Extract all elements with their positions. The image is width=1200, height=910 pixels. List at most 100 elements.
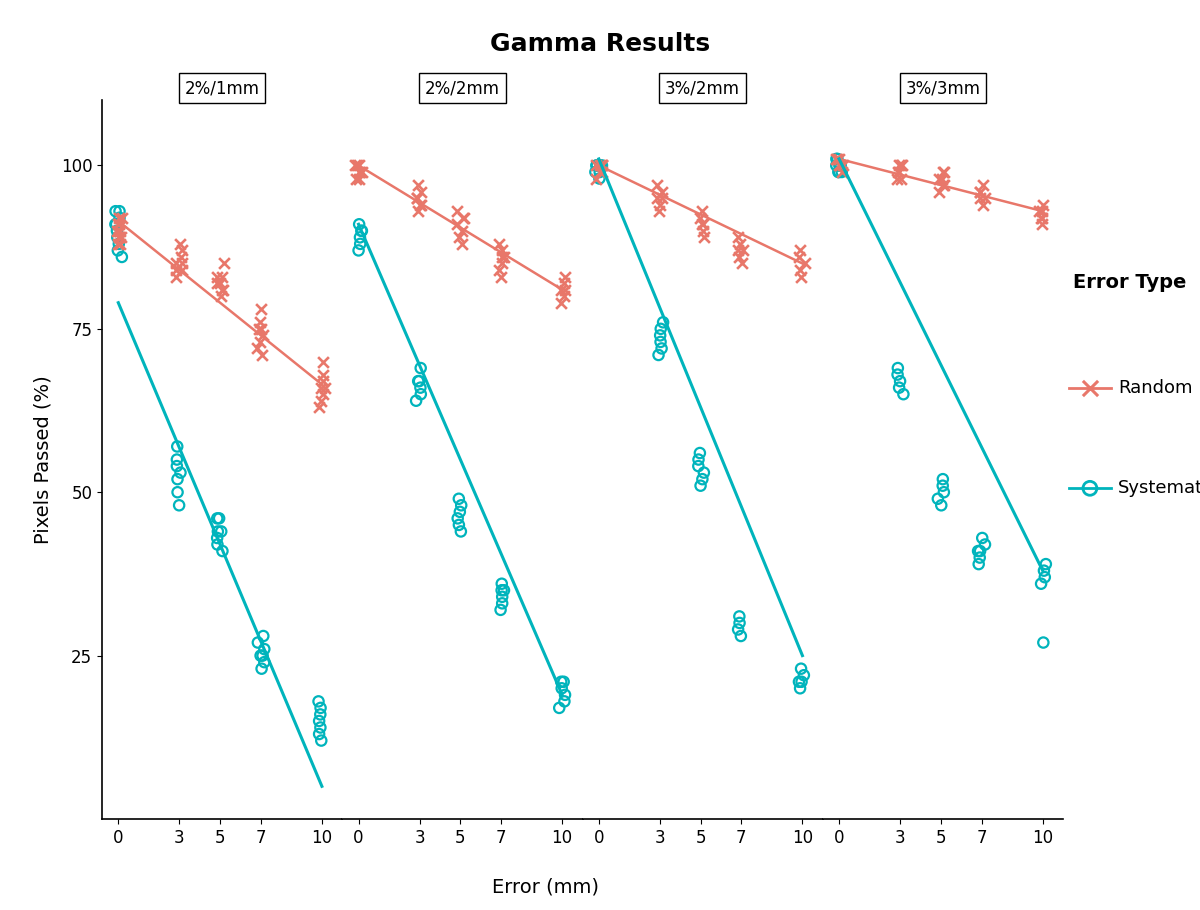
Point — [794, 668, 814, 682]
Point — [892, 171, 911, 186]
Point — [491, 269, 510, 284]
Point — [887, 171, 906, 186]
Point — [589, 171, 608, 186]
Point — [791, 243, 810, 258]
Point — [109, 230, 128, 245]
Point — [929, 171, 948, 186]
Point — [1033, 635, 1052, 650]
Point — [728, 622, 748, 637]
Text: Random: Random — [1118, 379, 1193, 397]
Point — [109, 237, 128, 251]
Point — [449, 491, 468, 506]
Point — [650, 335, 670, 349]
Point — [692, 472, 712, 487]
Point — [1034, 563, 1054, 578]
Point — [412, 185, 431, 199]
Point — [252, 321, 271, 336]
Point — [449, 230, 468, 245]
Point — [652, 341, 671, 356]
Point — [695, 465, 714, 480]
Point — [173, 263, 192, 278]
Point — [934, 472, 953, 487]
Point — [412, 197, 431, 212]
Point — [889, 165, 908, 179]
Point — [889, 380, 908, 395]
Point — [890, 374, 910, 389]
Point — [973, 197, 992, 212]
Point — [730, 616, 749, 631]
Point — [208, 531, 227, 545]
Title: 3%/3mm: 3%/3mm — [906, 79, 980, 97]
Point — [587, 158, 606, 173]
Point — [648, 177, 667, 192]
Point — [454, 210, 473, 225]
Point — [208, 269, 227, 284]
Point — [889, 165, 908, 179]
Point — [167, 452, 186, 467]
Point — [210, 511, 229, 526]
Point — [556, 269, 575, 284]
Point — [929, 491, 948, 506]
Point — [828, 152, 847, 167]
Point — [409, 374, 428, 389]
Point — [109, 230, 128, 245]
Point — [827, 158, 846, 173]
Text: Error (mm): Error (mm) — [492, 877, 600, 896]
Point — [554, 674, 574, 689]
Point — [971, 544, 990, 559]
Title: 3%/2mm: 3%/2mm — [665, 79, 740, 97]
Point — [350, 237, 370, 251]
Point — [170, 237, 190, 251]
Point — [170, 465, 190, 480]
Point — [733, 243, 752, 258]
Point — [934, 177, 953, 192]
Point — [695, 230, 714, 245]
Point — [692, 217, 712, 231]
Point — [106, 204, 125, 218]
Point — [254, 642, 274, 656]
Point — [593, 158, 612, 173]
Point — [452, 237, 472, 251]
Point — [650, 329, 670, 343]
Point — [251, 335, 270, 349]
Point — [830, 158, 850, 173]
Point — [408, 191, 427, 206]
Point — [552, 681, 571, 695]
Point — [494, 583, 514, 598]
Point — [212, 544, 232, 559]
Point — [833, 165, 852, 179]
Point — [829, 165, 848, 179]
Point — [450, 504, 469, 519]
Point — [108, 243, 127, 258]
Point — [1032, 210, 1051, 225]
Point — [653, 185, 672, 199]
Point — [930, 185, 949, 199]
Point — [689, 459, 708, 473]
Point — [971, 191, 990, 206]
Point — [650, 197, 670, 212]
Point — [552, 674, 571, 689]
Point — [973, 531, 992, 545]
Point — [692, 204, 712, 218]
Point — [308, 694, 328, 709]
Point — [649, 204, 668, 218]
Point — [451, 498, 470, 512]
Point — [791, 681, 810, 695]
Point — [1037, 557, 1056, 571]
Point — [492, 576, 511, 591]
Point — [492, 596, 511, 611]
Point — [1032, 217, 1051, 231]
Point — [449, 518, 468, 532]
Point — [592, 165, 611, 179]
Point — [208, 537, 227, 551]
Point — [1031, 210, 1050, 225]
Point — [790, 674, 809, 689]
Point — [212, 269, 232, 284]
Point — [587, 171, 606, 186]
Point — [827, 152, 846, 167]
Text: Error Type: Error Type — [1073, 273, 1187, 291]
Point — [647, 191, 666, 206]
Point — [448, 217, 467, 231]
Point — [252, 662, 271, 676]
Point — [108, 224, 127, 238]
